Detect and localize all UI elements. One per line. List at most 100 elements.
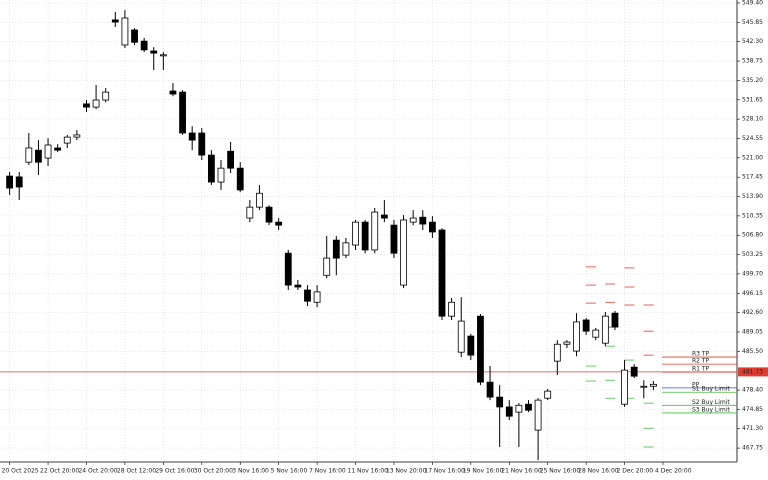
x-tick-label: 30 Oct 20:00 xyxy=(194,468,233,475)
candle-body xyxy=(409,217,417,223)
x-tick-label: 24 Oct 20:00 xyxy=(78,468,117,475)
candle-body xyxy=(131,29,138,43)
candle-body xyxy=(390,224,398,254)
y-tick-label: 471.30 xyxy=(742,425,763,432)
x-tick-label: 19 Nov 16:00 xyxy=(463,468,504,475)
x-tick-label: 28 Nov 16:00 xyxy=(578,468,619,475)
candle-body xyxy=(477,315,484,383)
candle-body xyxy=(169,90,177,95)
level-label: S1 Buy Limit xyxy=(692,386,730,393)
candle-body xyxy=(592,329,600,338)
candle-body xyxy=(284,252,292,286)
x-tick-label: 29 Oct 16:00 xyxy=(155,468,194,475)
y-tick-label: 496.15 xyxy=(742,290,763,297)
candle-body xyxy=(573,321,580,352)
candle-body xyxy=(438,229,446,317)
x-tick-label: 2 Dec 20:00 xyxy=(617,468,654,475)
candle-body xyxy=(582,319,590,332)
candle-body xyxy=(54,147,62,151)
current-price-box xyxy=(738,367,768,377)
candle-body xyxy=(227,150,235,169)
x-tick-label: 25 Nov 16:00 xyxy=(540,468,581,475)
x-tick-label: 4 Dec 20:00 xyxy=(655,468,692,475)
candle-body xyxy=(150,50,158,54)
candle-body xyxy=(294,284,302,288)
candle-body xyxy=(601,315,609,344)
y-tick-label: 506.80 xyxy=(742,232,763,239)
candle-body xyxy=(140,40,148,51)
candle-body xyxy=(102,91,110,101)
y-tick-label: 528.10 xyxy=(742,116,763,123)
x-tick-label: 17 Nov 16:00 xyxy=(424,468,465,475)
y-tick-label: 499.70 xyxy=(742,270,763,277)
candle-body xyxy=(323,257,331,276)
candle-body xyxy=(544,390,552,399)
candle-body xyxy=(111,19,119,23)
candle-body xyxy=(467,335,475,356)
candle-body xyxy=(63,136,71,144)
level-label: R1 TP xyxy=(692,366,710,373)
candle-body xyxy=(650,383,657,387)
candle-body xyxy=(371,211,379,251)
candle-body xyxy=(83,103,90,108)
y-tick-label: 510.35 xyxy=(742,212,763,219)
candle-body xyxy=(236,167,244,191)
candle-body xyxy=(15,176,23,188)
candle-body xyxy=(92,99,100,108)
candle-body xyxy=(44,144,52,159)
y-tick-label: 549.40 xyxy=(742,0,763,6)
y-tick-label: 517.45 xyxy=(742,174,763,181)
candle-body xyxy=(304,289,311,302)
candle-body xyxy=(275,221,283,226)
candle-body xyxy=(246,206,254,219)
candle-body xyxy=(505,406,513,417)
y-tick-label: 489.05 xyxy=(742,328,763,335)
candle-body xyxy=(352,221,359,246)
y-tick-label: 503.25 xyxy=(742,251,763,258)
candle-body xyxy=(457,320,465,353)
level-label: S3 Buy Limit xyxy=(692,406,730,413)
y-tick-label: 474.85 xyxy=(742,406,763,413)
candle-body xyxy=(486,381,494,398)
candle-body xyxy=(217,167,225,183)
y-tick-label: 478.40 xyxy=(742,387,763,394)
candle-body xyxy=(188,132,196,141)
candle-body xyxy=(342,242,350,256)
x-tick-label: 13 Nov 20:00 xyxy=(386,468,427,475)
x-tick-label: 11 Nov 16:00 xyxy=(348,468,389,475)
candle-body xyxy=(207,154,215,183)
candle-body xyxy=(419,216,427,225)
candle-body xyxy=(534,399,542,431)
y-tick-label: 485.50 xyxy=(742,348,763,355)
candle-body xyxy=(361,221,369,251)
candle-body xyxy=(448,301,456,317)
candle-body xyxy=(265,206,273,223)
y-tick-label: 542.30 xyxy=(742,38,763,45)
y-tick-label: 521.00 xyxy=(742,154,763,161)
level-label: PP xyxy=(692,381,700,388)
candle-body xyxy=(35,149,42,163)
x-tick-label: 20 Oct 2025 xyxy=(2,468,39,475)
candle-body xyxy=(332,239,340,259)
x-tick-label: 21 Nov 16:00 xyxy=(501,468,542,475)
candle-body xyxy=(525,403,532,411)
candle-body xyxy=(553,343,561,362)
candle-body xyxy=(179,91,186,134)
candle-body xyxy=(515,404,523,413)
candle-body xyxy=(621,369,628,405)
candle-body xyxy=(640,385,648,388)
candle-body xyxy=(400,219,407,286)
candle-body xyxy=(25,147,33,163)
x-tick-label: 3 Nov 16:00 xyxy=(232,468,269,475)
level-label: R3 TP xyxy=(692,351,710,358)
y-tick-label: 492.60 xyxy=(742,309,763,316)
level-label: S2 Buy Limit xyxy=(692,399,730,406)
candle-body xyxy=(121,17,129,46)
candle-body xyxy=(630,366,638,377)
candle-body xyxy=(428,221,436,233)
candle-body xyxy=(198,132,206,156)
y-tick-label: 538.75 xyxy=(742,58,763,65)
y-tick-label: 531.65 xyxy=(742,96,763,103)
x-tick-label: 28 Oct 12:00 xyxy=(117,468,156,475)
